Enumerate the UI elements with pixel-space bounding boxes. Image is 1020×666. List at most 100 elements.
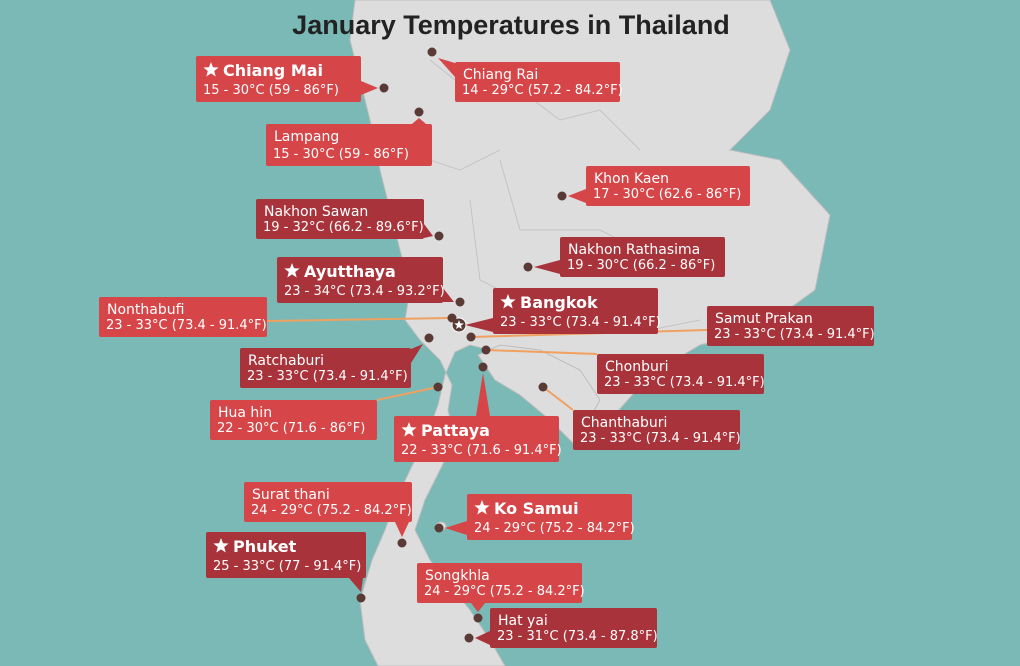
callout-tail [424, 224, 433, 238]
city-name: Khon Kaen [594, 171, 669, 187]
callout-tail [395, 522, 409, 537]
city-name: Samut Prakan [715, 311, 813, 327]
city-temps: 24 - 29°C (75.2 - 84.2°F) [474, 521, 635, 536]
star-icon [474, 500, 490, 515]
city-name: Hua hin [218, 405, 272, 421]
city-name: Chonburi [605, 359, 669, 375]
callout-box [493, 288, 658, 334]
city-name: Chiang Rai [463, 67, 538, 83]
city-temps: 23 - 33°C (73.4 - 91.4°F) [604, 375, 765, 390]
city-temps: 23 - 31°C (73.4 - 87.8°F) [497, 629, 658, 644]
leader-line [266, 317, 453, 322]
callout-box [266, 124, 432, 166]
city-name: Songkhla [425, 568, 490, 584]
callout-tail [568, 189, 586, 203]
callout-box [240, 348, 411, 388]
city-name: Pattaya [421, 421, 490, 440]
city-dot [466, 332, 476, 342]
city-dot [481, 345, 491, 355]
callout-box [196, 56, 361, 102]
callout-tail [438, 58, 455, 77]
city-temps: 19 - 32°C (66.2 - 89.6°F) [263, 220, 424, 235]
city-temps: 23 - 33°C (73.4 - 91.4°F) [580, 431, 741, 446]
dots [356, 47, 567, 643]
city-name: Chanthaburi [581, 415, 667, 431]
city-temps: 24 - 29°C (75.2 - 84.2°F) [251, 503, 412, 518]
callout-box [99, 297, 267, 337]
callout-tail [349, 578, 363, 592]
star-icon [213, 538, 229, 553]
callout-box [707, 306, 874, 346]
city-temps: 15 - 30°C (59 - 86°F) [203, 83, 339, 98]
city-dot [455, 297, 465, 307]
city-temps: 24 - 29°C (75.2 - 84.2°F) [424, 584, 585, 599]
city-name: Surat thani [252, 487, 330, 503]
city-temps: 22 - 33°C (71.6 - 91.4°F) [401, 443, 562, 458]
city-label: Pattaya 22 - 33°C (71.6 - 91.4°F) [394, 373, 562, 462]
city-dot [538, 382, 548, 392]
city-temps: 23 - 34°C (73.4 - 93.2°F) [284, 284, 445, 299]
city-name: Bangkok [520, 293, 598, 312]
city-name: Ayutthaya [304, 262, 396, 281]
callout-tail [445, 521, 467, 535]
star-icon [203, 62, 219, 77]
city-dot [433, 382, 443, 392]
leader-line [376, 386, 439, 401]
callout-box [244, 482, 412, 522]
callout-box [455, 62, 620, 102]
callout-box [394, 416, 559, 462]
callout-box [210, 400, 377, 440]
callout-box [467, 494, 632, 540]
city-dot [356, 593, 366, 603]
callout-box [277, 257, 443, 303]
borders [399, 59, 701, 331]
leader-line [542, 386, 574, 411]
callout-tail [412, 118, 426, 124]
callout-tail [476, 373, 490, 416]
city-temps: 22 - 30°C (71.6 - 86°F) [217, 421, 365, 436]
callout-box [560, 237, 725, 277]
city-name: Ko Samui [494, 499, 579, 518]
city-name: Hat yai [498, 613, 548, 629]
labels: Chiang Mai 15 - 30°C (59 - 86°F) Chiang Ra… [99, 56, 875, 648]
city-label: Lampang 15 - 30°C (59 - 86°F) [266, 118, 432, 166]
city-dot [434, 231, 444, 241]
callout-box [206, 532, 366, 578]
city-temps: 23 - 33°C (73.4 - 91.4°F) [500, 315, 661, 330]
city-dot [397, 538, 407, 548]
city-dot [557, 191, 567, 201]
capital-star [454, 320, 464, 329]
leader-line [485, 349, 598, 355]
city-temps: 14 - 29°C (57.2 - 84.2°F) [462, 83, 623, 98]
city-label: Bangkok 23 - 33°C (73.4 - 91.4°F) [465, 288, 661, 334]
callout-tail [471, 603, 485, 612]
city-name: Ratchaburi [248, 353, 324, 369]
callout-tail [475, 631, 490, 645]
city-dot [434, 523, 444, 533]
city-dot [523, 262, 533, 272]
callout-tail [443, 288, 454, 302]
callout-box [586, 166, 750, 206]
city-label: Chiang Mai 15 - 30°C (59 - 86°F) [196, 56, 378, 102]
city-name: Nonthabufi [107, 302, 184, 318]
callout-tail [465, 318, 493, 332]
callout-box [573, 410, 740, 450]
city-dot [447, 313, 457, 323]
city-label: Ayutthaya 23 - 34°C (73.4 - 93.2°F) [277, 257, 454, 303]
city-dot [478, 362, 488, 372]
city-name: Chiang Mai [223, 61, 323, 80]
city-name: Nakhon Sawan [264, 204, 368, 220]
